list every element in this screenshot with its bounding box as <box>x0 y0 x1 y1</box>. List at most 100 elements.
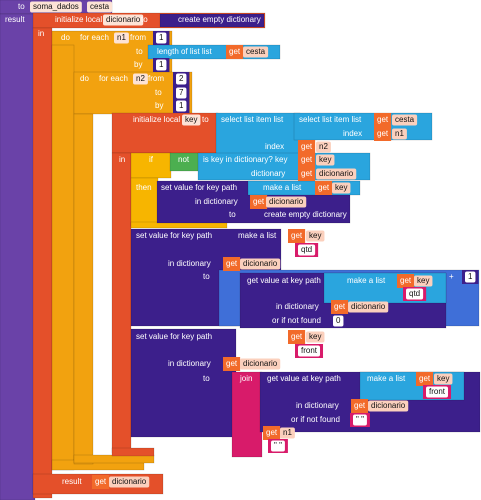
block-label: to <box>202 115 209 124</box>
field[interactable]: 7 <box>179 88 184 97</box>
block-label: index <box>265 142 284 151</box>
block-label: select list item list <box>221 115 284 124</box>
field[interactable]: key <box>185 115 197 124</box>
field[interactable]: n1 <box>117 33 126 42</box>
field-box <box>240 358 281 370</box>
field-box <box>316 141 331 153</box>
block-label: or if not found <box>291 415 340 424</box>
get-block <box>397 274 415 288</box>
block <box>231 371 263 458</box>
field-box <box>414 275 433 287</box>
field-box <box>240 258 281 270</box>
get-label: get <box>377 129 389 138</box>
field-box <box>87 1 113 13</box>
block-label: from <box>130 33 146 42</box>
field[interactable]: " " <box>356 415 364 424</box>
get-block <box>226 45 244 59</box>
field[interactable]: soma_dados <box>33 2 79 11</box>
block-label: result <box>62 477 82 486</box>
block-label: initialize local <box>55 15 102 24</box>
get-block <box>288 229 306 243</box>
field[interactable]: dicionario <box>269 197 304 206</box>
field[interactable]: n2 <box>319 142 328 151</box>
block-label: for each <box>99 74 128 83</box>
get-label: get <box>229 47 241 56</box>
block <box>159 13 265 28</box>
field[interactable]: n2 <box>136 74 145 83</box>
field[interactable]: 1 <box>159 33 164 42</box>
field-box <box>156 32 167 44</box>
field-box <box>30 1 82 13</box>
field[interactable]: 1 <box>468 272 473 281</box>
get-block <box>298 153 316 167</box>
block-label: make a list <box>263 183 302 192</box>
field-box <box>392 128 407 140</box>
field-box <box>298 345 321 357</box>
field-box <box>316 154 335 166</box>
field[interactable]: dicionario <box>243 359 278 368</box>
field[interactable]: cesta <box>395 115 415 124</box>
field-box <box>426 386 449 398</box>
block-label: in <box>38 29 44 38</box>
field[interactable]: qtd <box>301 245 312 254</box>
block-label: result <box>5 15 25 24</box>
field[interactable]: cesta <box>90 2 110 11</box>
field[interactable]: 1 <box>159 60 164 69</box>
field-box <box>182 114 201 126</box>
block-label: set value for key path <box>136 332 212 341</box>
field[interactable]: key <box>309 332 321 341</box>
field[interactable]: front <box>429 387 446 396</box>
field[interactable]: dicionario <box>371 401 406 410</box>
field[interactable]: key <box>335 183 347 192</box>
get-block <box>250 195 268 209</box>
field[interactable]: qtd <box>409 289 420 298</box>
get-label: get <box>266 428 278 437</box>
field[interactable]: " " <box>274 441 282 450</box>
field[interactable]: dicionario <box>351 302 386 311</box>
field[interactable]: 2 <box>179 74 184 83</box>
field[interactable]: dicionario <box>243 259 278 268</box>
get-label: get <box>301 155 313 164</box>
block-label: not <box>178 155 190 164</box>
field[interactable]: key <box>309 231 321 240</box>
block-label: do <box>61 33 70 42</box>
get-block <box>374 113 392 127</box>
block <box>130 152 172 179</box>
field-box <box>333 315 344 327</box>
get-label: get <box>291 231 303 240</box>
field-box <box>465 271 476 283</box>
block-label: in dictionary <box>168 259 211 268</box>
field-box <box>280 427 295 439</box>
block-label: in dictionary <box>195 197 238 206</box>
field[interactable]: key <box>319 155 331 164</box>
get-label: get <box>334 302 346 311</box>
block-label: to <box>229 210 236 219</box>
field[interactable]: key <box>417 276 429 285</box>
field-box <box>306 230 325 242</box>
field[interactable]: 1 <box>179 101 184 110</box>
block-label: in dictionary <box>276 302 319 311</box>
block <box>32 27 53 499</box>
field[interactable]: dicionario <box>319 169 354 178</box>
field-box <box>434 373 453 385</box>
field[interactable]: n1 <box>395 129 404 138</box>
field[interactable]: n1 <box>283 428 292 437</box>
get-block <box>416 372 434 386</box>
block-label: make a list <box>347 276 386 285</box>
field[interactable]: cesta <box>246 47 266 56</box>
field[interactable]: key <box>437 374 449 383</box>
field[interactable]: dicionario <box>106 15 141 24</box>
field[interactable]: front <box>301 346 318 355</box>
block <box>0 13 36 500</box>
block-label: by <box>134 60 142 69</box>
field-box <box>348 301 389 313</box>
get-block <box>351 399 369 413</box>
field-box <box>332 182 351 194</box>
field[interactable]: 0 <box>336 316 341 325</box>
get-label: get <box>95 477 107 486</box>
block <box>215 112 301 156</box>
get-block <box>223 257 241 271</box>
field[interactable]: dicionario <box>112 477 147 486</box>
block <box>130 328 237 438</box>
